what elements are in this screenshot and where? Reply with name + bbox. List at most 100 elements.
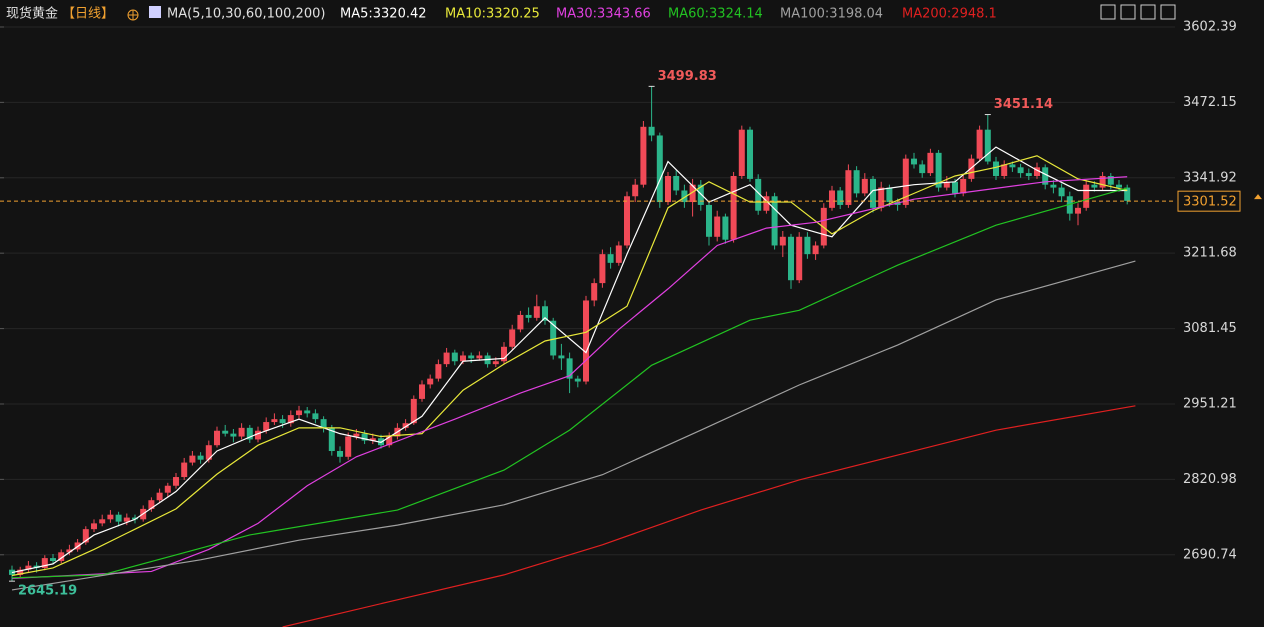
candle-body bbox=[263, 422, 270, 431]
candle-body bbox=[722, 216, 729, 240]
candle-body bbox=[984, 129, 991, 162]
legend-entry: MA30:3343.66 bbox=[556, 7, 651, 22]
y-tick-label: 3081.45 bbox=[1183, 321, 1237, 336]
candle-body bbox=[296, 410, 302, 416]
candle-body bbox=[1107, 176, 1114, 185]
ma-line bbox=[282, 405, 1136, 627]
ma-icon[interactable] bbox=[149, 6, 161, 18]
candle-body bbox=[115, 514, 122, 522]
candle-body bbox=[173, 477, 179, 486]
candle-body bbox=[328, 427, 335, 451]
candle-body bbox=[148, 500, 155, 509]
candle-body bbox=[542, 306, 548, 321]
candle-body bbox=[156, 492, 163, 501]
legend-entry: MA5:3320.42 bbox=[340, 7, 427, 22]
candle-body bbox=[312, 413, 319, 420]
plot-area: 3499.83 3451.14 2645.19 bbox=[0, 69, 1175, 627]
candle-body bbox=[968, 158, 975, 179]
ma-line bbox=[11, 146, 1128, 574]
candle-body bbox=[624, 196, 630, 246]
candle-body bbox=[1116, 184, 1122, 188]
candle-body bbox=[1025, 173, 1032, 176]
y-tick-label: 3472.15 bbox=[1183, 95, 1237, 110]
candle-body bbox=[1042, 167, 1049, 185]
candle-body bbox=[1075, 207, 1081, 214]
candle-body bbox=[845, 170, 852, 205]
candle-body bbox=[353, 433, 360, 437]
candle-body bbox=[1099, 176, 1106, 188]
candle-body bbox=[1009, 164, 1016, 168]
candle-body bbox=[443, 352, 450, 365]
extreme-label: 2645.19 bbox=[18, 584, 77, 599]
candle-body bbox=[468, 355, 475, 359]
candle-body bbox=[804, 236, 811, 255]
candle-body bbox=[246, 427, 253, 440]
candle-body bbox=[205, 445, 212, 460]
candle-body bbox=[476, 355, 483, 359]
candle-body bbox=[1034, 167, 1040, 176]
candle-body bbox=[993, 161, 999, 176]
candle-body bbox=[222, 430, 229, 434]
candle-body bbox=[345, 436, 352, 457]
extreme-label: 3451.14 bbox=[994, 97, 1053, 112]
candle-body bbox=[107, 514, 114, 520]
last-price-label: 3301.52 bbox=[1183, 195, 1237, 210]
y-tick-label: 3341.92 bbox=[1183, 170, 1237, 185]
candle-body bbox=[402, 423, 409, 428]
candle-body bbox=[779, 236, 786, 246]
candle-body bbox=[861, 178, 868, 194]
legend-entry: MA200:2948.1 bbox=[902, 7, 997, 22]
last-price-box bbox=[1177, 190, 1241, 212]
candle-body bbox=[648, 126, 655, 136]
candle-body bbox=[66, 549, 73, 553]
candle-body bbox=[1058, 187, 1065, 197]
candle-body bbox=[1017, 167, 1024, 174]
candle-body bbox=[640, 126, 647, 185]
candle-body bbox=[132, 517, 138, 520]
candle-body bbox=[583, 300, 589, 382]
candle-body bbox=[91, 523, 97, 530]
candle-body bbox=[189, 455, 196, 463]
ma-line bbox=[11, 260, 1136, 591]
candle-body bbox=[337, 451, 343, 457]
ma-label: MA(5,10,30,60,100,200) bbox=[167, 7, 325, 22]
last-price-arrow bbox=[1254, 194, 1262, 200]
candle-body bbox=[599, 254, 606, 284]
candle-body bbox=[41, 558, 48, 568]
candle-body bbox=[615, 245, 622, 263]
legend-entry: MA100:3198.04 bbox=[780, 7, 883, 22]
ma-line bbox=[11, 155, 1128, 577]
toolbar[interactable] bbox=[1100, 4, 1176, 20]
legend-entry: MA60:3324.14 bbox=[668, 7, 763, 22]
candle-body bbox=[689, 184, 696, 203]
candle-body bbox=[435, 364, 442, 379]
candle-body bbox=[566, 358, 573, 379]
candle-body bbox=[976, 129, 983, 159]
candle-body bbox=[853, 170, 860, 194]
candle-body bbox=[820, 207, 827, 246]
candle-body bbox=[214, 430, 220, 446]
candle-body bbox=[230, 433, 237, 437]
y-axis: 3602.39 3472.15 3341.92 3211.68 3081.45 2951.… bbox=[0, 19, 1262, 562]
candle-body bbox=[181, 462, 188, 478]
candle-body bbox=[607, 254, 614, 263]
candle-body bbox=[533, 306, 540, 318]
candle-body bbox=[1050, 184, 1057, 188]
header: 现货黄金 【日线】 MA(5,10,30,60,100,200) MA5:332… bbox=[0, 0, 1176, 26]
y-tick-label: 2820.98 bbox=[1183, 472, 1237, 487]
candle-body bbox=[460, 355, 466, 362]
candle-body bbox=[550, 320, 557, 356]
candle-body bbox=[419, 384, 425, 399]
candle-body bbox=[829, 190, 835, 208]
extreme-label: 3499.83 bbox=[658, 69, 717, 84]
add-icon[interactable] bbox=[127, 9, 139, 21]
candle-body bbox=[279, 419, 286, 424]
candle-body bbox=[706, 204, 712, 237]
header-bg bbox=[0, 0, 1175, 26]
ma-line bbox=[11, 187, 1128, 579]
candle-body bbox=[410, 398, 417, 424]
candle-body bbox=[1091, 184, 1098, 188]
candle-body bbox=[911, 158, 917, 165]
candle-body bbox=[796, 236, 803, 281]
